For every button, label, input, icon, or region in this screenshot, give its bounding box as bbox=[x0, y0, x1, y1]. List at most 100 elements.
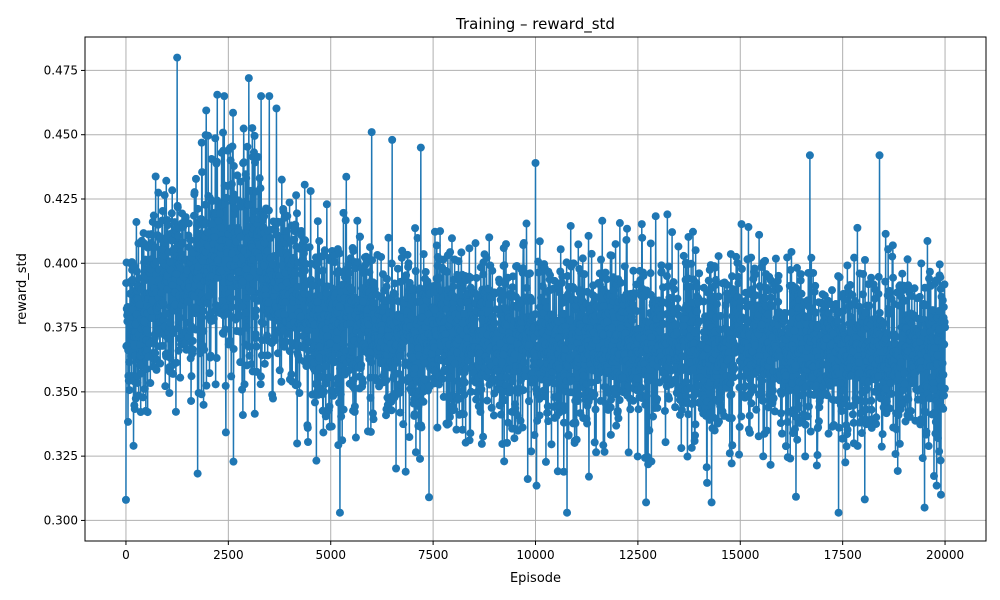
data-point bbox=[260, 212, 269, 221]
data-point bbox=[450, 405, 459, 414]
data-point bbox=[862, 385, 871, 394]
data-point bbox=[322, 324, 331, 333]
data-point bbox=[244, 342, 253, 351]
data-point bbox=[276, 248, 285, 257]
data-point bbox=[410, 364, 419, 373]
data-point bbox=[369, 415, 378, 424]
data-point bbox=[900, 380, 909, 389]
data-point bbox=[319, 266, 328, 275]
data-point bbox=[566, 316, 575, 325]
data-point bbox=[194, 262, 203, 271]
data-point bbox=[892, 425, 901, 434]
data-point bbox=[498, 288, 507, 297]
data-point bbox=[350, 402, 359, 411]
data-point bbox=[642, 391, 651, 400]
data-point bbox=[645, 426, 654, 435]
data-point bbox=[519, 386, 528, 395]
data-point bbox=[664, 262, 673, 271]
data-point bbox=[841, 394, 850, 403]
y-axis-label: reward_std bbox=[15, 253, 30, 325]
data-point bbox=[165, 257, 174, 266]
data-point bbox=[221, 325, 230, 334]
data-point bbox=[181, 213, 190, 222]
data-point bbox=[935, 260, 944, 269]
data-point bbox=[592, 448, 601, 457]
data-point bbox=[668, 228, 677, 237]
data-point bbox=[450, 359, 459, 368]
data-point bbox=[853, 441, 862, 450]
y-tick-label: 0.400 bbox=[44, 256, 78, 270]
data-point bbox=[335, 249, 344, 258]
data-point bbox=[466, 429, 475, 438]
data-point bbox=[897, 358, 906, 367]
data-point bbox=[762, 426, 771, 435]
data-point bbox=[812, 461, 821, 470]
data-point bbox=[130, 405, 139, 414]
data-point bbox=[365, 268, 374, 277]
data-point bbox=[240, 380, 249, 389]
data-point bbox=[369, 298, 378, 307]
data-point bbox=[228, 142, 237, 151]
data-point bbox=[834, 508, 843, 517]
data-point bbox=[227, 372, 236, 381]
data-point bbox=[133, 267, 142, 276]
data-point bbox=[553, 392, 562, 401]
data-point bbox=[189, 211, 198, 220]
data-point bbox=[572, 435, 581, 444]
data-point bbox=[801, 452, 810, 461]
data-point bbox=[793, 435, 802, 444]
data-point bbox=[895, 439, 904, 448]
data-point bbox=[494, 385, 503, 394]
data-point bbox=[473, 291, 482, 300]
data-point bbox=[191, 174, 200, 183]
data-point bbox=[330, 258, 339, 267]
data-point bbox=[147, 230, 156, 239]
data-point bbox=[168, 186, 177, 195]
data-point bbox=[256, 380, 265, 389]
data-point bbox=[270, 336, 279, 345]
data-point bbox=[910, 284, 919, 293]
data-point bbox=[213, 90, 222, 99]
data-point bbox=[729, 373, 738, 382]
data-point bbox=[423, 277, 432, 286]
data-point bbox=[187, 396, 196, 405]
data-point bbox=[563, 508, 572, 517]
data-point bbox=[396, 352, 405, 361]
data-point bbox=[762, 286, 771, 295]
data-point bbox=[201, 200, 210, 209]
data-point bbox=[543, 378, 552, 387]
data-point bbox=[458, 425, 467, 434]
data-point bbox=[687, 259, 696, 268]
data-point bbox=[831, 300, 840, 309]
data-point bbox=[714, 292, 723, 301]
data-point bbox=[256, 372, 265, 381]
data-point bbox=[290, 268, 299, 277]
data-point bbox=[335, 302, 344, 311]
data-point bbox=[796, 270, 805, 279]
data-point bbox=[316, 278, 325, 287]
data-point bbox=[236, 327, 245, 336]
data-point bbox=[878, 430, 887, 439]
data-point bbox=[598, 216, 607, 225]
data-point bbox=[242, 323, 251, 332]
data-point bbox=[413, 234, 422, 243]
data-point bbox=[567, 376, 576, 385]
data-point bbox=[917, 259, 926, 268]
data-point bbox=[203, 228, 212, 237]
data-point bbox=[201, 248, 210, 257]
data-point bbox=[124, 417, 132, 426]
data-point bbox=[443, 267, 452, 276]
data-point bbox=[920, 503, 929, 512]
data-point bbox=[200, 345, 209, 354]
data-point bbox=[210, 233, 219, 242]
data-point bbox=[135, 300, 144, 309]
data-point bbox=[173, 324, 182, 333]
data-point bbox=[163, 221, 172, 230]
data-point bbox=[940, 340, 949, 349]
data-point bbox=[677, 444, 686, 453]
data-point bbox=[930, 408, 939, 417]
data-point bbox=[813, 451, 822, 460]
data-point bbox=[394, 369, 403, 378]
data-point bbox=[268, 260, 277, 269]
data-point bbox=[245, 351, 254, 360]
